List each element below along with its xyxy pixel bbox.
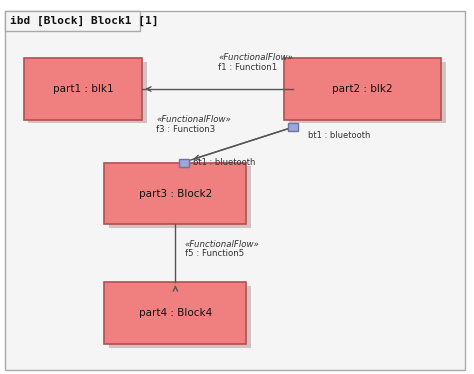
Bar: [104, 282, 246, 344]
Bar: [28, 62, 147, 123]
Bar: [24, 58, 142, 120]
Bar: [109, 166, 251, 228]
Text: «FunctionalFlow»: «FunctionalFlow»: [218, 53, 293, 62]
Text: bt1 : bluetooth: bt1 : bluetooth: [308, 131, 371, 140]
Bar: [179, 159, 189, 167]
Text: part4 : Block4: part4 : Block4: [139, 308, 212, 318]
Text: f1 : Function1: f1 : Function1: [218, 63, 277, 72]
Text: part2 : blk2: part2 : blk2: [332, 84, 393, 94]
Text: bt1 : bluetooth: bt1 : bluetooth: [193, 158, 256, 167]
Bar: [288, 123, 298, 131]
Text: ibd [Block] Block1 [1]: ibd [Block] Block1 [1]: [10, 15, 159, 26]
Bar: [104, 163, 246, 224]
Text: «FunctionalFlow»: «FunctionalFlow»: [156, 115, 231, 124]
Text: part1 : blk1: part1 : blk1: [53, 84, 113, 94]
Text: «FunctionalFlow»: «FunctionalFlow»: [185, 240, 260, 249]
Text: f3 : Function3: f3 : Function3: [156, 125, 216, 134]
Text: part3 : Block2: part3 : Block2: [139, 188, 212, 199]
Bar: [5, 11, 140, 31]
Bar: [289, 62, 446, 123]
Bar: [284, 58, 441, 120]
Text: f5 : Function5: f5 : Function5: [185, 249, 244, 258]
Bar: [109, 286, 251, 348]
